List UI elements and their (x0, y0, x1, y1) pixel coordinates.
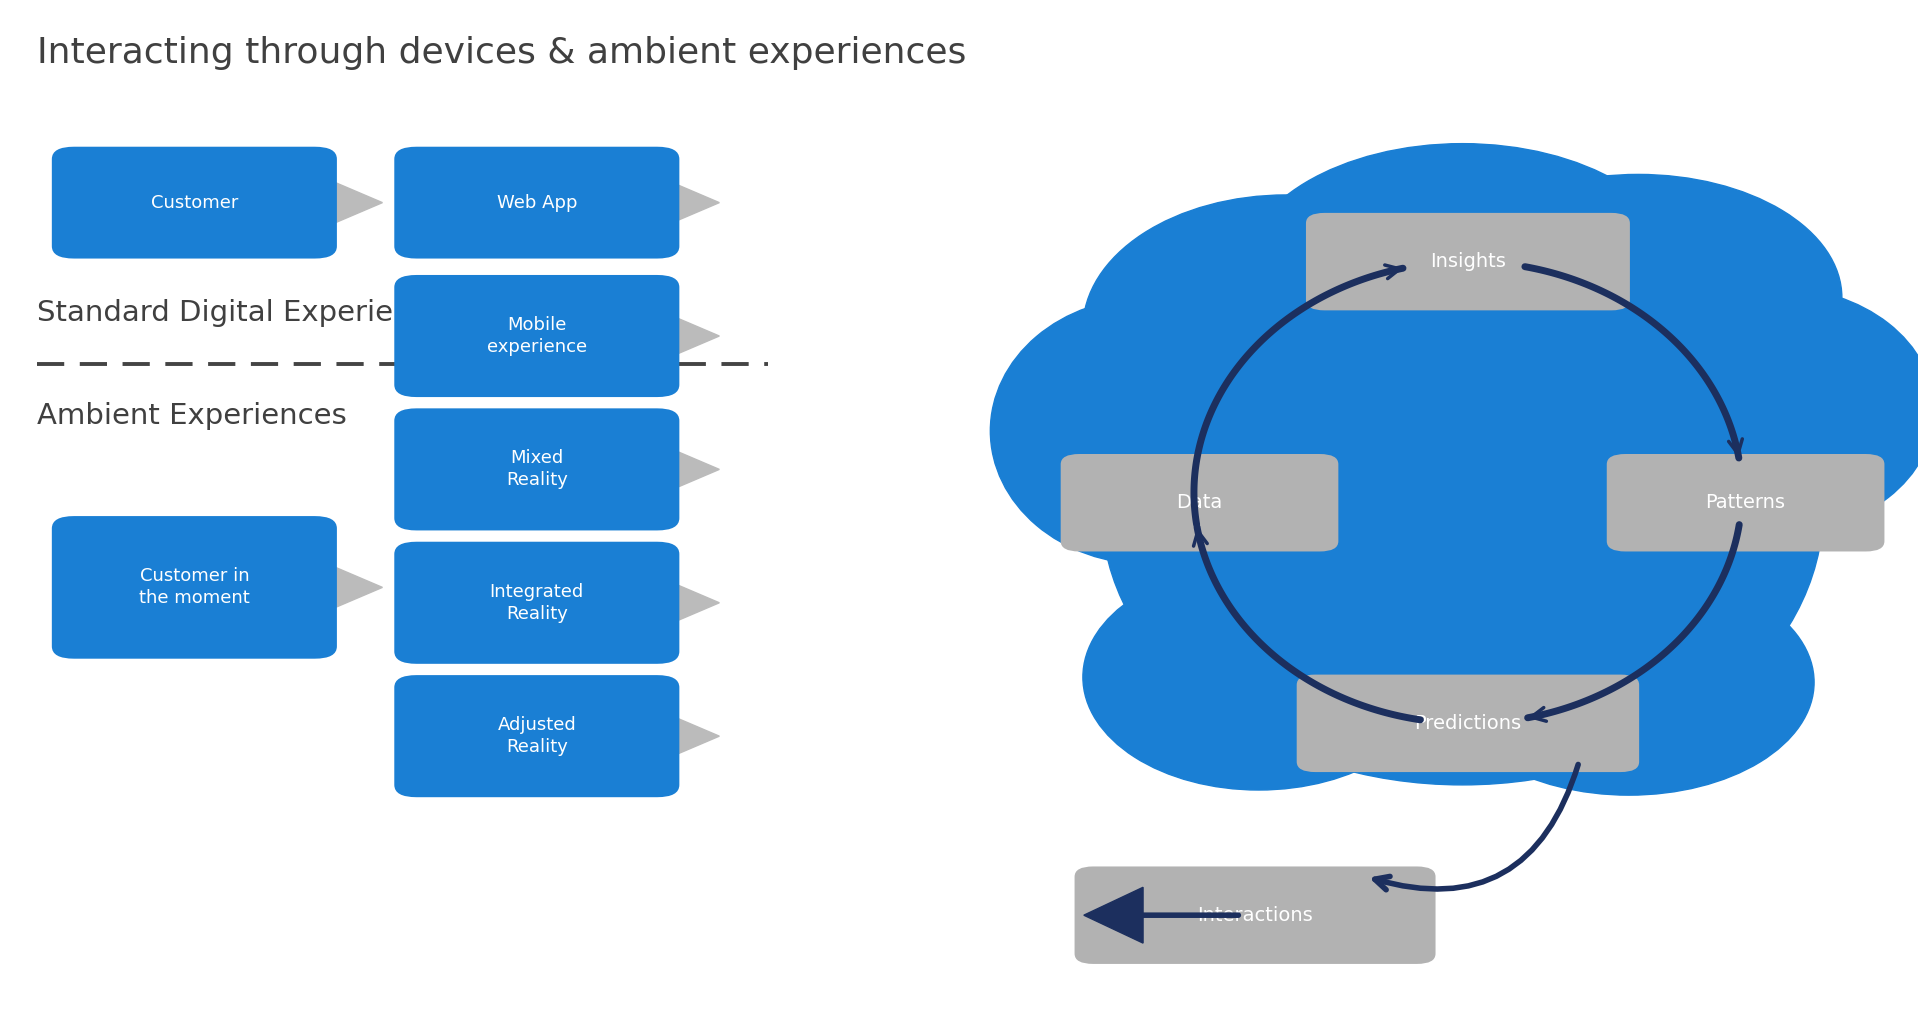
FancyBboxPatch shape (1061, 453, 1339, 552)
Text: Ambient Experiences: Ambient Experiences (36, 401, 347, 430)
FancyBboxPatch shape (395, 542, 679, 664)
FancyBboxPatch shape (395, 675, 679, 797)
FancyBboxPatch shape (1607, 453, 1883, 552)
Polygon shape (330, 181, 382, 226)
FancyBboxPatch shape (395, 147, 679, 259)
Text: Interactions: Interactions (1197, 906, 1314, 924)
Ellipse shape (1084, 564, 1435, 790)
Text: Insights: Insights (1431, 252, 1506, 271)
Ellipse shape (1084, 195, 1490, 462)
FancyBboxPatch shape (1074, 866, 1435, 964)
Ellipse shape (1241, 144, 1684, 410)
Text: Mobile
experience: Mobile experience (487, 316, 587, 356)
Polygon shape (666, 714, 719, 759)
Text: Customer in
the moment: Customer in the moment (138, 567, 249, 607)
Text: Data: Data (1176, 494, 1222, 512)
Ellipse shape (1619, 287, 1918, 534)
Ellipse shape (1444, 569, 1814, 795)
Polygon shape (1084, 887, 1143, 943)
Polygon shape (666, 314, 719, 359)
Text: Standard Digital Experience: Standard Digital Experience (36, 299, 445, 327)
Polygon shape (666, 447, 719, 492)
FancyBboxPatch shape (1297, 675, 1640, 772)
Polygon shape (330, 564, 382, 609)
FancyBboxPatch shape (1306, 213, 1630, 311)
Text: Customer: Customer (152, 194, 238, 211)
Text: Patterns: Patterns (1705, 494, 1786, 512)
FancyBboxPatch shape (52, 147, 338, 259)
Text: Integrated
Reality: Integrated Reality (489, 583, 583, 623)
FancyBboxPatch shape (395, 275, 679, 397)
Ellipse shape (1435, 174, 1841, 421)
Text: Predictions: Predictions (1414, 714, 1521, 733)
Text: Mixed
Reality: Mixed Reality (506, 449, 568, 489)
Ellipse shape (990, 298, 1304, 564)
Text: Interacting through devices & ambient experiences: Interacting through devices & ambient ex… (36, 36, 967, 70)
Text: Web App: Web App (497, 194, 577, 211)
Text: Adjusted
Reality: Adjusted Reality (497, 716, 575, 756)
Polygon shape (666, 581, 719, 626)
FancyBboxPatch shape (52, 516, 338, 659)
FancyBboxPatch shape (395, 408, 679, 530)
Polygon shape (666, 181, 719, 226)
Ellipse shape (1101, 231, 1824, 785)
